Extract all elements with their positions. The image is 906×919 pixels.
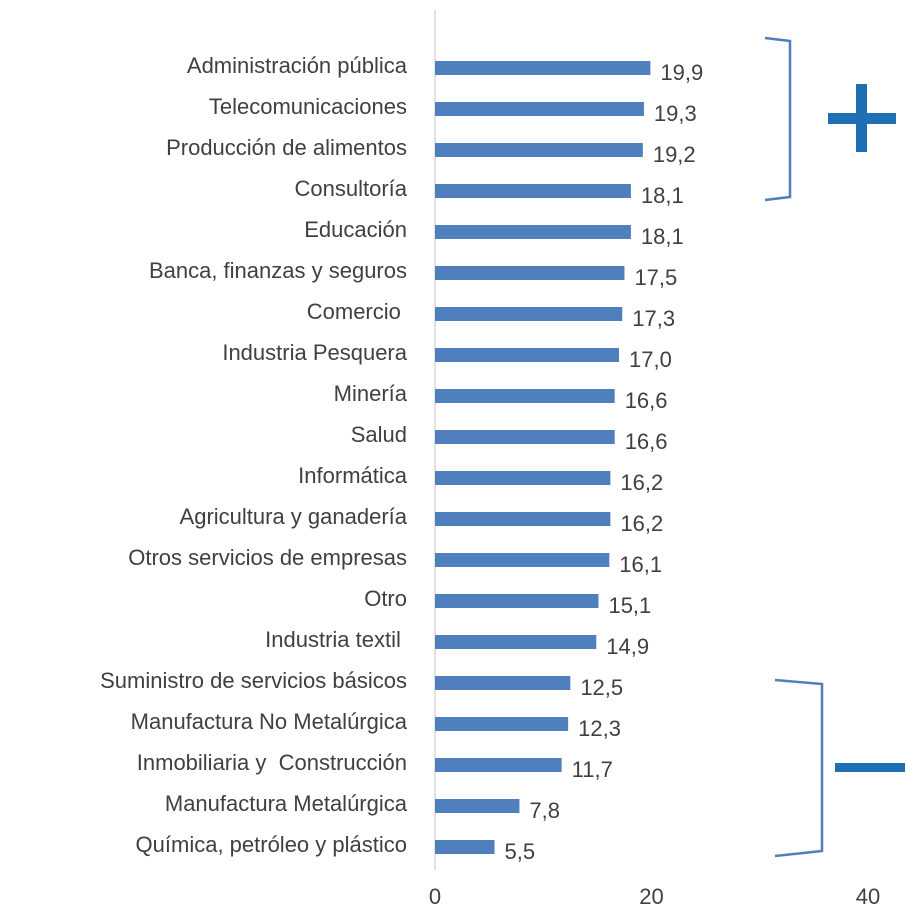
data-label: 19,9 [660,60,703,85]
bracket-bottom [774,678,824,858]
data-label: 16,6 [625,429,668,454]
bar [435,225,631,239]
y-tick-label: Banca, finanzas y seguros [149,258,407,283]
y-tick-label: Telecomunicaciones [209,94,407,119]
y-tick-label: Educación [304,217,407,242]
y-tick-label: Suministro de servicios básicos [100,668,407,693]
bracket-top [764,36,792,202]
y-tick-label: Consultoría [294,176,407,201]
bar [435,758,562,772]
y-tick-label: Comercio [307,299,407,324]
y-tick-label: Industria Pesquera [222,340,407,365]
data-label: 11,7 [572,757,613,782]
bar [435,717,569,731]
y-tick-label: Informática [298,463,408,488]
y-tick-label: Industria textil [265,627,407,652]
bar [435,143,643,157]
bar [435,553,610,567]
y-tick-label: Producción de alimentos [166,135,407,160]
y-tick-label: Otro [364,586,407,611]
data-label: 18,1 [641,224,684,249]
data-label: 19,3 [654,101,697,126]
bar [435,471,611,485]
bar [435,307,623,321]
x-tick-label: 20 [639,884,663,909]
data-label: 19,2 [653,142,696,167]
bar [435,840,495,854]
x-tick-label: 40 [856,884,880,909]
data-label: 15,1 [608,593,651,618]
data-label: 16,1 [619,552,662,577]
y-tick-label: Manufactura Metalúrgica [165,791,408,816]
y-tick-label: Manufactura No Metalúrgica [131,709,408,734]
y-tick-label: Agricultura y ganadería [180,504,408,529]
data-label: 12,5 [580,675,623,700]
bar [435,389,615,403]
y-tick-label: Salud [351,422,407,447]
data-label: 16,6 [625,388,668,413]
data-label: 17,5 [634,265,677,290]
data-label: 7,8 [529,798,560,823]
data-label: 16,2 [620,470,663,495]
data-label: 12,3 [578,716,621,741]
bar [435,594,599,608]
plus-sign [856,84,867,152]
y-tick-label: Otros servicios de empresas [128,545,407,570]
bar [435,348,620,362]
data-label: 18,1 [641,183,684,208]
x-tick-label: 0 [429,884,441,909]
data-label: 14,9 [606,634,649,659]
bar [435,61,651,75]
bar [435,266,625,280]
y-tick-label: Inmobiliaria y Construcción [137,750,407,775]
bar [435,184,631,198]
bar [435,102,644,116]
minus-sign [835,763,905,772]
data-label: 17,3 [632,306,675,331]
y-tick-label: Minería [334,381,408,406]
data-label: 5,5 [505,839,536,864]
data-label: 16,2 [620,511,663,536]
bar [435,676,571,690]
bar [435,635,597,649]
data-label: 17,0 [629,347,672,372]
bar [435,430,615,444]
y-tick-label: Administración pública [187,53,408,78]
bar [435,799,520,813]
y-tick-label: Química, petróleo y plástico [136,832,407,857]
bar [435,512,611,526]
